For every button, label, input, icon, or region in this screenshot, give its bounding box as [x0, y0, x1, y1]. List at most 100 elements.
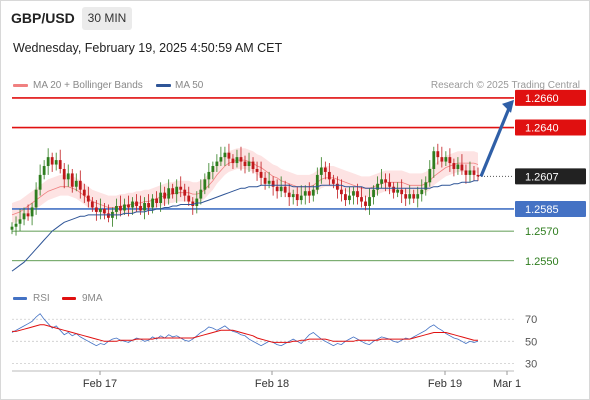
candle-body	[344, 194, 347, 201]
candle-body	[360, 197, 363, 202]
candle-body	[115, 205, 118, 212]
rsi-9ma-line	[12, 324, 478, 343]
rsi-line	[11, 313, 479, 347]
chart-header: GBP/USD 30 MIN	[0, 0, 590, 36]
candle-body	[452, 163, 456, 169]
x-tick-label: Feb 17	[83, 378, 117, 390]
candle-body	[42, 166, 46, 175]
x-tick-label: Feb 18	[255, 378, 289, 390]
candle-body	[191, 201, 195, 206]
candle-body	[163, 192, 167, 199]
candle-body	[70, 173, 74, 187]
candle-body	[275, 186, 279, 192]
candle-body	[472, 170, 476, 175]
candle-body	[151, 198, 155, 208]
support-label-box	[515, 200, 586, 217]
candle-body	[247, 161, 251, 167]
candle-body	[404, 194, 408, 199]
candle-body	[167, 188, 171, 199]
candle-body	[295, 194, 299, 201]
candle-body	[175, 186, 179, 195]
current-level-label: 1.2607	[525, 171, 559, 183]
candle-body	[74, 180, 78, 187]
candle-body	[207, 171, 211, 180]
candle-body	[468, 170, 472, 175]
candle-body	[183, 189, 187, 196]
candle-body	[143, 203, 146, 211]
candle-body	[219, 157, 223, 162]
candle-body	[239, 157, 243, 162]
candle-body	[179, 186, 183, 190]
candle-body	[62, 168, 66, 180]
resistance-label-box	[515, 89, 586, 106]
candle-body	[102, 208, 106, 214]
candle-body	[368, 197, 371, 206]
candle-body	[352, 191, 355, 196]
target-level-label: 1.2550	[525, 256, 559, 268]
candle-body	[119, 205, 122, 211]
ma50-line	[11, 180, 478, 272]
candle-body	[127, 204, 130, 208]
candle-body	[26, 213, 30, 217]
candle-body	[86, 195, 90, 202]
ma20-legend-label: MA 20 + Bollinger Bands	[33, 80, 143, 91]
candle-body	[46, 157, 50, 167]
rsi-legend-label: RSI	[33, 293, 50, 304]
candle-body	[78, 180, 82, 190]
target-level-label: 1.2570	[525, 226, 559, 238]
candle-body	[267, 180, 271, 184]
candle-body	[416, 194, 420, 199]
candle-body	[54, 160, 58, 165]
candle-body	[400, 189, 404, 195]
x-tick-label: Feb 19	[428, 378, 462, 390]
candle-body	[372, 189, 375, 198]
candle-body	[215, 161, 219, 167]
candle-body	[307, 191, 311, 196]
candle-body	[14, 223, 18, 227]
candle-body	[331, 179, 335, 184]
candle-body	[34, 189, 38, 208]
candle-body	[476, 174, 480, 177]
candle-body	[432, 151, 436, 169]
candle-body	[123, 204, 126, 211]
candle-body	[348, 195, 351, 201]
candle-body	[340, 189, 343, 195]
resistance-level-label: 1.2660	[525, 93, 559, 105]
candle-body	[251, 161, 255, 169]
candle-body	[380, 179, 383, 184]
candle-body	[327, 171, 331, 180]
candle-body	[90, 201, 94, 208]
candle-body	[22, 213, 26, 220]
ma9-legend-swatch	[62, 297, 76, 300]
current-label-box	[515, 168, 586, 185]
candle-body	[408, 194, 412, 199]
candle-body	[436, 151, 440, 158]
x-tick-label: Mar 1	[493, 378, 521, 390]
candle-body	[155, 198, 159, 204]
candle-body	[335, 183, 339, 190]
candle-body	[98, 208, 102, 212]
rsi-tick-label: 50	[525, 336, 537, 348]
instrument-title: GBP/USD	[11, 10, 75, 26]
candle-body	[420, 189, 424, 195]
candle-body	[299, 195, 303, 201]
candle-body	[303, 191, 307, 196]
candle-body	[315, 174, 319, 190]
ma50-legend-label: MA 50	[175, 80, 204, 91]
candle-body	[187, 195, 191, 202]
timeframe-button[interactable]: 30 MIN	[82, 7, 132, 30]
copyright-notice: Research © 2025 Trading Central	[430, 80, 580, 91]
candle-body	[50, 157, 54, 165]
chart-datetime: Wednesday, February 19, 2025 4:50:59 AM …	[13, 41, 283, 55]
candle-body	[38, 174, 42, 190]
candle-body	[203, 179, 207, 190]
candle-body	[10, 226, 14, 230]
candle-body	[231, 158, 235, 164]
candle-body	[460, 164, 464, 171]
candle-body	[279, 186, 283, 192]
candle-body	[291, 194, 295, 198]
candle-body	[287, 192, 291, 198]
ma50-legend-swatch	[156, 84, 171, 87]
candle-body	[356, 191, 359, 198]
